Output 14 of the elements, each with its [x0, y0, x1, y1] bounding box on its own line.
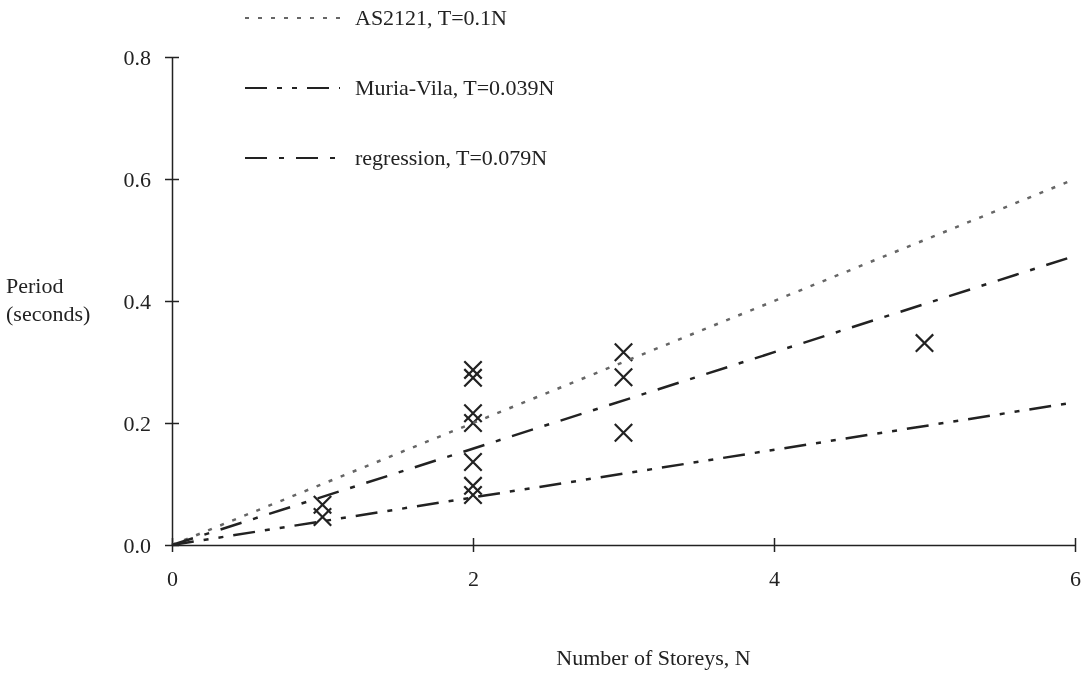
x-tick-label: 2 — [468, 565, 479, 591]
x-tick-label: 0 — [167, 565, 178, 591]
y-tick-label: 0.8 — [123, 44, 151, 70]
y-tick-label: 0.4 — [123, 288, 151, 314]
y-axis-title: Period (seconds) — [6, 273, 91, 326]
legend-label: regression, T=0.079N — [355, 145, 548, 170]
x-axis-title: Number of Storeys, N — [556, 645, 751, 670]
y-tick-label: 0.2 — [123, 410, 151, 436]
y-tick-label: 0.6 — [123, 166, 151, 192]
y-tick-label: 0.0 — [123, 532, 151, 558]
x-tick-label: 6 — [1070, 565, 1081, 591]
legend-label: Muria-Vila, T=0.039N — [355, 75, 555, 100]
x-tick-label: 4 — [769, 565, 780, 591]
legend-label: AS2121, T=0.1N — [355, 5, 508, 30]
